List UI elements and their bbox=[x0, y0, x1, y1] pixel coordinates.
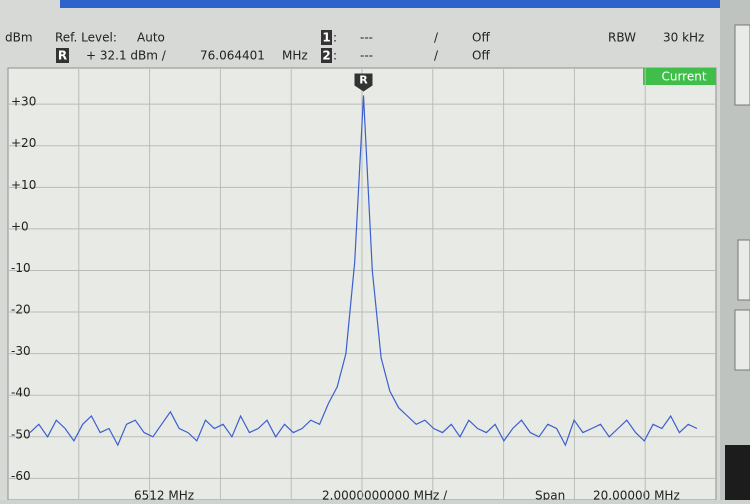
marker-state: Off bbox=[472, 49, 490, 63]
ref-marker-freq: 76.064401 bbox=[200, 49, 265, 63]
marker-sep: : bbox=[333, 31, 337, 45]
trace-badge bbox=[643, 68, 716, 85]
y-tick-label: +10 bbox=[11, 178, 36, 192]
y-tick-label: +30 bbox=[11, 95, 36, 109]
y-tick-label: -40 bbox=[11, 386, 31, 400]
marker-sep: : bbox=[333, 49, 337, 63]
trace bbox=[29, 95, 698, 447]
side-button[interactable] bbox=[734, 24, 750, 106]
y-tick-label: +0 bbox=[11, 219, 29, 233]
ref-marker-level: + 32.1 dBm / bbox=[86, 49, 167, 63]
marker-table: 1: --- / Off 2: --- / Off bbox=[321, 30, 490, 63]
side-button[interactable] bbox=[725, 445, 750, 500]
y-tick-label: -50 bbox=[11, 427, 31, 441]
marker-id: 2 bbox=[322, 49, 330, 63]
span-label: Span bbox=[535, 489, 565, 501]
marker-badge bbox=[321, 48, 332, 63]
side-button[interactable] bbox=[734, 309, 750, 371]
marker-slash: / bbox=[434, 31, 439, 45]
marker-slash: / bbox=[434, 49, 439, 63]
marker-state: Off bbox=[472, 31, 490, 45]
y-tick-label: -20 bbox=[11, 303, 31, 317]
marker-value: --- bbox=[360, 31, 373, 45]
ref-marker-badge bbox=[354, 73, 373, 92]
y-tick-label: +20 bbox=[11, 136, 36, 150]
y-tick-label: -10 bbox=[11, 261, 31, 275]
trace-label: Current bbox=[661, 70, 706, 84]
center-freq: 6512 MHz bbox=[134, 489, 194, 501]
ref-level-value: Auto bbox=[137, 31, 165, 45]
marker-value: --- bbox=[360, 49, 373, 63]
rbw-value: 30 kHz bbox=[663, 31, 704, 45]
rbw-label: RBW bbox=[608, 31, 636, 45]
ref-marker-unit: MHz bbox=[282, 49, 308, 63]
ref-marker: R bbox=[58, 49, 67, 63]
ref-level-label: Ref. Level: bbox=[55, 31, 117, 45]
side-button[interactable] bbox=[737, 239, 750, 301]
y-tick-label: -60 bbox=[11, 469, 31, 483]
ref-marker-label: R bbox=[359, 73, 368, 86]
span-value: 20.00000 MHz bbox=[593, 489, 680, 501]
unit: dBm bbox=[5, 31, 33, 45]
ref-badge bbox=[56, 48, 69, 63]
y-tick-label: -30 bbox=[11, 344, 31, 358]
per-division: 2.0000000000 MHz / bbox=[322, 489, 448, 501]
marker-badge bbox=[321, 30, 332, 45]
title-bar bbox=[60, 0, 720, 8]
marker-id: 1 bbox=[322, 31, 330, 45]
